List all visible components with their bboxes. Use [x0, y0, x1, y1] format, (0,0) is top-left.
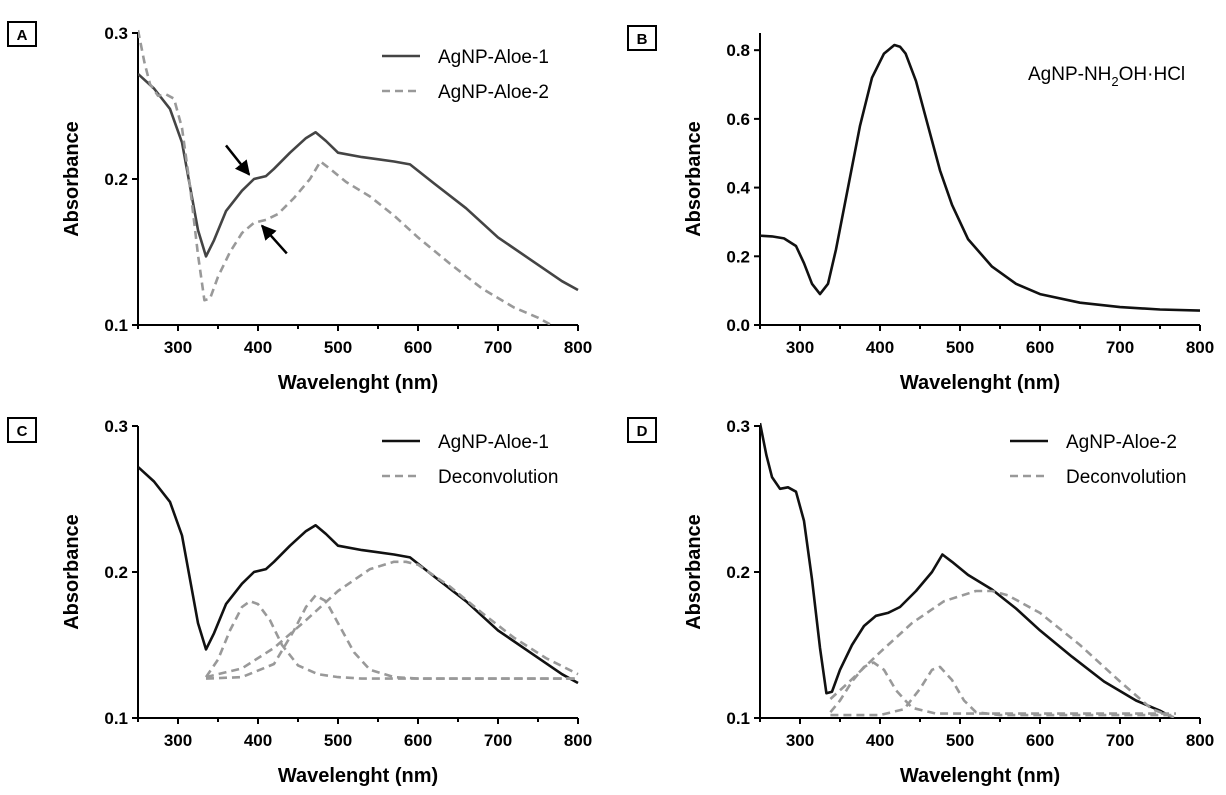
- x-tick-label: 300: [164, 338, 192, 357]
- panel-badge: [627, 417, 657, 443]
- x-tick-label: 400: [244, 731, 272, 750]
- panel-b: B 300 400 500 600 700 800 0.0 0.2 0.4 0.6 0.8 Wavele…: [627, 25, 1214, 394]
- x-axis-label: Wavelenght (nm): [278, 765, 438, 787]
- x-tick-label: 600: [404, 731, 432, 750]
- series-line-agnp-aloe-2: [138, 29, 554, 325]
- series-line-deconvolution: [205, 560, 579, 679]
- y-tick-label: 0.3: [104, 24, 128, 43]
- y-tick-label: 0.3: [726, 417, 750, 436]
- x-tick-label: 800: [564, 338, 592, 357]
- x-axis-label: Wavelenght (nm): [900, 372, 1060, 394]
- y-tick-label: 0.2: [726, 247, 750, 266]
- y-tick-label: 0.4: [726, 179, 750, 198]
- x-tick-label: 400: [244, 338, 272, 357]
- arrow-annotation: [261, 224, 288, 255]
- panel-letter: A: [17, 27, 28, 44]
- x-tick-label: 600: [1026, 731, 1054, 750]
- x-tick-label: 700: [484, 731, 512, 750]
- x-tick-label: 800: [564, 731, 592, 750]
- y-tick-label: 0.1: [726, 709, 750, 728]
- x-tick-label: 700: [484, 338, 512, 357]
- y-tick-label: 0.8: [726, 41, 750, 60]
- panel-letter: D: [637, 423, 648, 440]
- series-line-deconvolution: [829, 661, 1176, 715]
- panel-badge: [7, 21, 37, 47]
- series-line-deconvolution: [204, 599, 578, 680]
- panel-a: A 300 400 500 600 700 800 0.1 0.2 0.3 Wavelenght (…: [7, 21, 592, 394]
- x-tick-label: 400: [866, 731, 894, 750]
- x-tick-label: 600: [1026, 338, 1054, 357]
- series-line-agnp-nh2oh-hcl: [760, 43, 1201, 312]
- y-tick-label: 0.6: [726, 110, 750, 129]
- panel-c: C 300 400 500 600 700 800 0.1 0.2 0.3 Wavelenght (…: [7, 417, 592, 787]
- series-line-deconvolution: [205, 594, 578, 680]
- y-axis-label: Absorbance: [683, 121, 705, 237]
- x-tick-label: 700: [1106, 731, 1134, 750]
- series-line-agnp-aloe-1: [138, 72, 579, 292]
- x-tick-label: 300: [164, 731, 192, 750]
- x-tick-label: 700: [1106, 338, 1134, 357]
- legend-label: AgNP-Aloe-1: [438, 432, 549, 453]
- legend-label: Deconvolution: [1066, 467, 1186, 488]
- x-tick-label: 800: [1186, 731, 1214, 750]
- y-tick-label: 0.3: [104, 417, 128, 436]
- series-line-agnp-aloe-2: [760, 422, 1176, 718]
- series-line-deconvolution: [829, 589, 1177, 718]
- x-tick-label: 300: [786, 731, 814, 750]
- y-axis-label: Absorbance: [61, 121, 83, 237]
- x-tick-label: 500: [324, 731, 352, 750]
- panel-badge: [7, 417, 37, 443]
- series-line-deconvolution: [830, 665, 1176, 717]
- legend-label: AgNP-Aloe-1: [438, 47, 549, 68]
- legend-label: Deconvolution: [438, 467, 558, 488]
- series-line-agnp-aloe-1: [138, 465, 579, 685]
- y-tick-label: 0.1: [104, 709, 128, 728]
- y-tick-label: 0.0: [726, 316, 750, 335]
- x-tick-label: 500: [324, 338, 352, 357]
- y-axis-label: Absorbance: [61, 514, 83, 630]
- x-axis-label: Wavelenght (nm): [900, 765, 1060, 787]
- y-tick-label: 0.2: [104, 563, 128, 582]
- x-tick-label: 300: [786, 338, 814, 357]
- panel-badge: [627, 25, 657, 51]
- x-tick-label: 400: [866, 338, 894, 357]
- panel-letter: C: [17, 423, 28, 440]
- x-tick-label: 500: [946, 338, 974, 357]
- y-axis-label: Absorbance: [683, 514, 705, 630]
- arrow-annotation: [225, 144, 251, 176]
- legend-label: AgNP-Aloe-2: [1066, 432, 1177, 453]
- legend-label: AgNP-Aloe-2: [438, 82, 549, 103]
- panel-d: D 300 400 500 600 700 800 0.1 0.2 0.3 Wavelenght (…: [627, 417, 1214, 787]
- x-axis-label: Wavelenght (nm): [278, 372, 438, 394]
- x-tick-label: 600: [404, 338, 432, 357]
- panel-letter: B: [637, 31, 648, 48]
- x-tick-label: 500: [946, 731, 974, 750]
- x-tick-label: 800: [1186, 338, 1214, 357]
- y-tick-label: 0.1: [104, 316, 128, 335]
- y-tick-label: 0.2: [104, 170, 128, 189]
- y-tick-label: 0.2: [726, 563, 750, 582]
- annotation-label: AgNP-NH2OH·HCl: [1028, 64, 1185, 89]
